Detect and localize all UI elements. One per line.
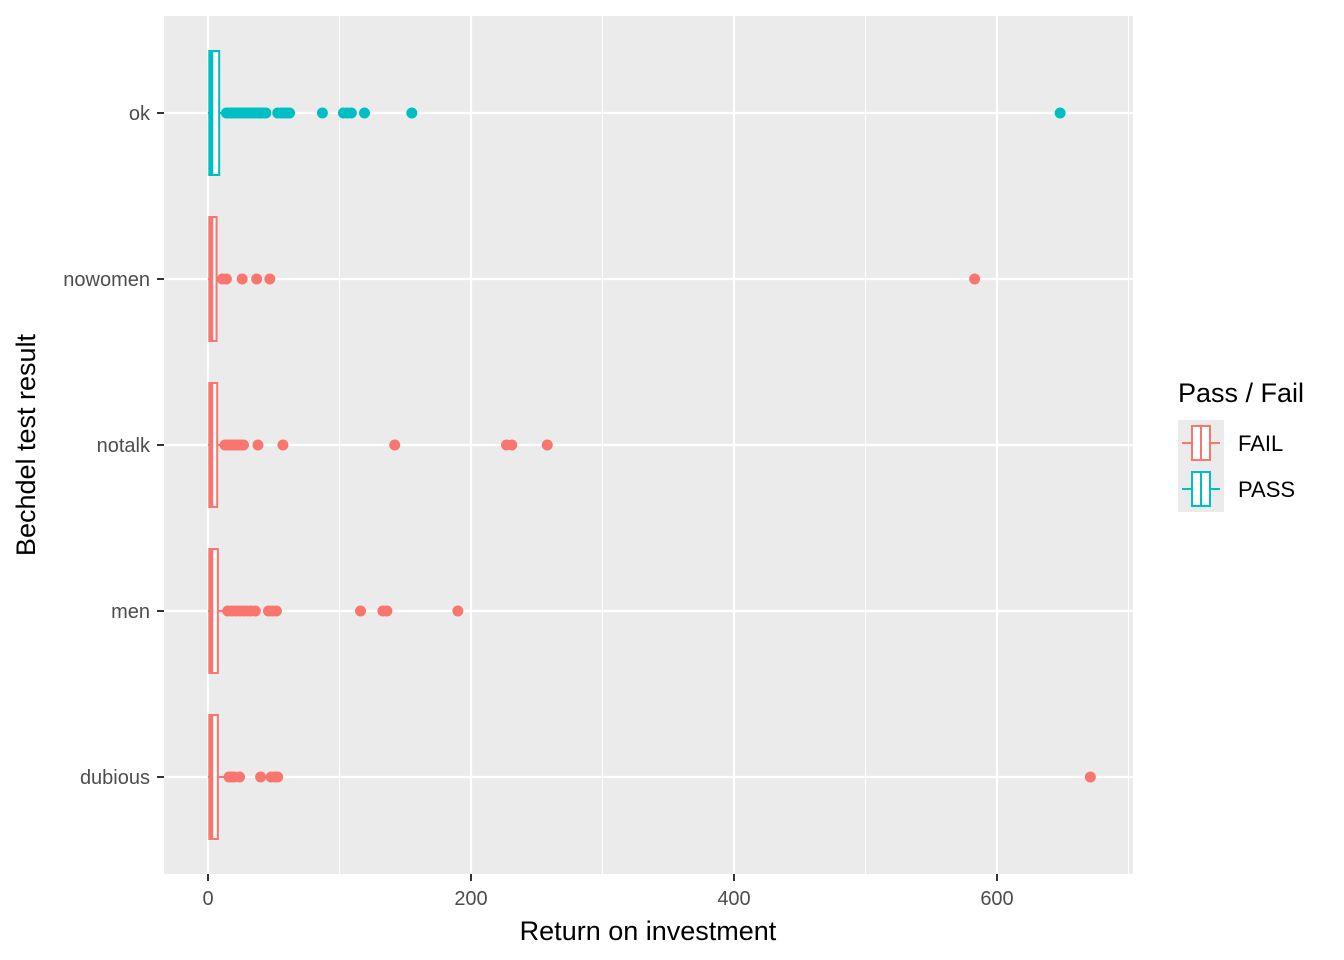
y-tick-label: men — [111, 601, 150, 623]
outlier-point — [345, 107, 357, 119]
x-tick-label: 600 — [980, 888, 1013, 910]
outlier-point — [1054, 107, 1066, 119]
outlier-point — [260, 107, 272, 119]
outlier-point — [252, 439, 264, 451]
outlier-point — [406, 107, 418, 119]
outlier-point — [255, 771, 267, 783]
outlier-point — [316, 107, 328, 119]
outlier-point — [238, 439, 250, 451]
outlier-point — [236, 273, 248, 285]
outlier-point — [270, 605, 282, 617]
boxes — [208, 50, 230, 840]
outlier-point — [284, 107, 296, 119]
legend-key-fail: FAIL — [1178, 420, 1283, 466]
outlier-point — [355, 605, 367, 617]
x-axis-title: Return on investment — [520, 916, 777, 946]
y-axis-title: Bechdel test result — [11, 333, 41, 556]
legend-key-pass: PASS — [1178, 466, 1295, 512]
outlier-point — [220, 273, 232, 285]
x-tick-label: 400 — [717, 888, 750, 910]
outlier-point — [358, 107, 370, 119]
outlier-point — [272, 771, 284, 783]
outlier-point — [541, 439, 553, 451]
outlier-point — [381, 605, 393, 617]
outlier-point — [234, 771, 246, 783]
outlier-point — [277, 439, 289, 451]
outlier-point — [506, 439, 518, 451]
y-tick-label: ok — [129, 103, 151, 125]
y-tick-label: notalk — [97, 435, 151, 457]
outlier-point — [1084, 771, 1096, 783]
outlier-point — [251, 273, 263, 285]
x-axis: 0 200 400 600 — [202, 874, 1014, 910]
outlier-point — [249, 605, 261, 617]
x-tick-label: 200 — [454, 888, 487, 910]
legend-label: FAIL — [1238, 431, 1283, 456]
y-tick-label: dubious — [80, 767, 150, 789]
outliers — [216, 107, 1096, 783]
y-axis: dubious men notalk nowomen ok — [63, 103, 164, 789]
x-tick-label: 0 — [202, 888, 213, 910]
outlier-point — [452, 605, 464, 617]
outlier-point — [389, 439, 401, 451]
legend: Pass / Fail FAIL PASS — [1178, 378, 1304, 512]
legend-label: PASS — [1238, 477, 1295, 502]
outlier-point — [969, 273, 981, 285]
legend-title: Pass / Fail — [1178, 378, 1304, 408]
legend-keys: FAIL PASS — [1178, 420, 1295, 512]
outlier-point — [264, 273, 276, 285]
y-tick-label: nowomen — [63, 269, 150, 291]
